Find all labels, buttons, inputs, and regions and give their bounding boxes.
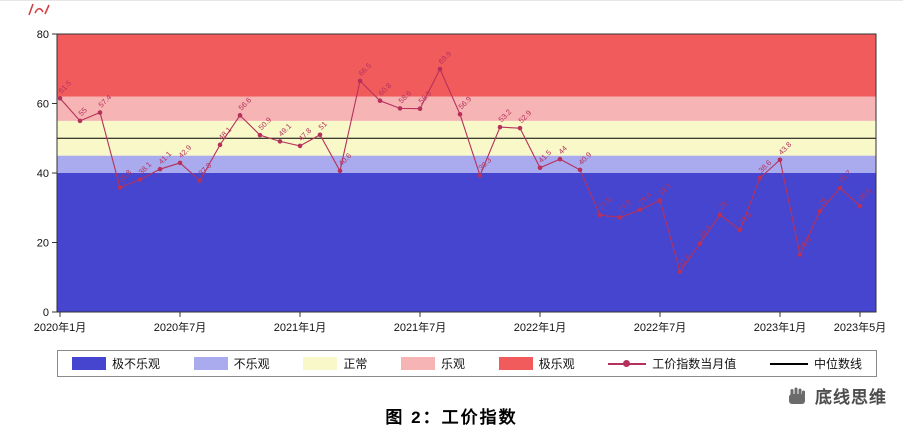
y-tick-label: 60 [37, 99, 49, 111]
data-point [617, 215, 623, 220]
data-point [637, 207, 643, 213]
data-point [517, 125, 523, 131]
data-point [397, 106, 403, 111]
band [57, 34, 876, 97]
data-point [777, 157, 783, 163]
legend-item: 极乐观 [498, 355, 575, 372]
legend-item: 中位数线 [769, 355, 862, 372]
data-point [377, 98, 383, 104]
legend-swatch [72, 357, 106, 370]
data-point [557, 156, 563, 162]
legend-swatch [608, 360, 647, 367]
y-tick-label: 40 [37, 168, 49, 180]
band [57, 173, 876, 312]
legend-swatch [303, 357, 338, 370]
data-point [837, 185, 843, 191]
y-axis: 0 20 40 60 80 [37, 29, 57, 319]
legend: 极不乐观 不乐观 正常 乐观 极乐观 工价指数当月值 中位数线 [57, 350, 877, 377]
y-tick-label: 0 [43, 307, 49, 319]
series-layer [57, 66, 863, 274]
data-point [237, 113, 243, 118]
x-tick-label: 2023年1月 [754, 320, 807, 334]
data-point [597, 212, 603, 218]
data-point [737, 227, 743, 233]
x-tick-label: 2021年7月 [394, 320, 447, 334]
band [57, 96, 876, 121]
data-point [797, 252, 803, 257]
legend-label: 极乐观 [538, 357, 575, 371]
legend-label: 正常 [343, 357, 368, 371]
brand-name: 底线思维 [815, 388, 887, 407]
x-tick-label: 2023年5月 [834, 320, 887, 334]
corner-red-mark [26, 3, 52, 17]
data-point [117, 185, 123, 190]
legend-item: 正常 [303, 355, 367, 372]
band [57, 155, 876, 173]
data-point [817, 208, 823, 214]
data-point [497, 124, 503, 130]
x-tick-label: 2021年1月 [274, 320, 327, 334]
data-point [97, 110, 103, 115]
data-point [257, 132, 263, 138]
bands-layer [57, 34, 876, 312]
x-tick-label: 2022年1月 [514, 320, 567, 334]
data-point [357, 78, 363, 84]
legend-swatch [400, 357, 435, 370]
data-point [57, 95, 63, 101]
data-point [417, 106, 423, 112]
data-point [157, 166, 163, 172]
data-point [137, 177, 143, 182]
data-point [217, 142, 223, 148]
y-tick-label: 80 [37, 29, 49, 41]
data-point [277, 139, 283, 144]
data-point [197, 178, 203, 183]
legend-item: 不乐观 [193, 355, 270, 372]
data-point [77, 118, 83, 124]
x-tick-label: 2020年1月 [34, 320, 87, 334]
legend-item: 极不乐观 [72, 355, 160, 372]
legend-label: 不乐观 [233, 357, 270, 371]
x-tick-label: 2020年7月 [154, 320, 207, 334]
y-tick-label: 20 [37, 238, 49, 250]
legend-item: 乐观 [400, 355, 465, 372]
legend-label: 乐观 [440, 357, 465, 371]
x-tick-label: 2022年7月 [634, 320, 687, 334]
data-point [477, 173, 483, 178]
legend-swatch [193, 357, 228, 370]
data-point [677, 269, 683, 274]
legend-label: 极不乐观 [112, 357, 161, 371]
data-point [177, 160, 183, 166]
legend-marker-dot [623, 360, 631, 367]
data-point [457, 111, 463, 117]
legend-label: 工价指数当月值 [652, 357, 737, 371]
red-mark-icon [28, 3, 50, 16]
data-point [857, 203, 863, 209]
legend-swatch [769, 362, 808, 365]
figure-caption: 图 2：工价指数 [385, 408, 518, 427]
data-point [437, 66, 443, 72]
legend-label: 中位数线 [813, 357, 862, 371]
data-point [577, 167, 583, 173]
legend-swatch [498, 357, 533, 370]
data-point [657, 198, 663, 203]
data-point [317, 132, 323, 138]
data-point [757, 175, 763, 181]
legend-item: 工价指数当月值 [608, 355, 736, 372]
x-axis: 2020年1月 2020年7月 2021年1月 2021年7月 2022年1月 2022年… [34, 312, 887, 334]
data-point [297, 143, 303, 149]
wage-index-chart: 0 20 40 60 80 2020年1月 2020年7月 2021年1月 2021年7月 202… [8, 5, 895, 345]
data-point [697, 241, 703, 246]
brand-logo-icon [786, 385, 808, 407]
data-point [717, 212, 723, 217]
data-point [537, 165, 543, 171]
data-point [337, 168, 343, 174]
brand-watermark: 底线思维 [786, 383, 887, 408]
